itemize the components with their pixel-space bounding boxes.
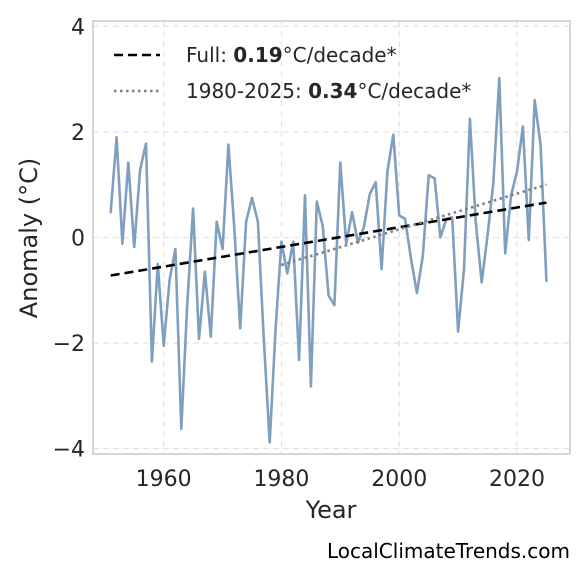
y-tick-label: 2	[71, 121, 85, 146]
grid-lines	[93, 21, 570, 454]
tick-labels: 1960 1980 2000 2020 −4 −2 0 2 4	[53, 15, 545, 492]
site-credit: LocalClimateTrends.com	[327, 539, 570, 563]
y-axis-label: Anomaly (°C)	[15, 158, 43, 318]
x-tick-label: 1980	[253, 467, 309, 492]
x-tick-label: 2020	[489, 467, 545, 492]
legend-full-suffix: °C/decade*	[283, 43, 397, 67]
recent-trend-series-line	[281, 183, 547, 267]
y-tick-label: −2	[53, 332, 85, 357]
full-trend-series-line	[110, 201, 547, 277]
observed-series-line	[109, 76, 548, 444]
plot-frame	[92, 20, 571, 455]
y-tick-label: −4	[53, 438, 85, 463]
data-marks	[109, 76, 548, 444]
y-tick-label: 4	[71, 15, 85, 40]
legend-recent-prefix: 1980-2025:	[186, 79, 308, 103]
x-tick-label: 2000	[371, 467, 427, 492]
x-axis-label: Year	[305, 496, 357, 524]
legend-full-label: Full: 0.19°C/decade*	[186, 43, 397, 67]
legend-recent-value: 0.34	[308, 79, 357, 103]
legend-full-prefix: Full:	[186, 43, 233, 67]
legend-recent-suffix: °C/decade*	[357, 79, 471, 103]
legend-full-value: 0.19	[233, 43, 282, 67]
legend: Full: 0.19°C/decade* 1980-2025: 0.34°C/d…	[114, 43, 471, 103]
x-tick-label: 1960	[136, 467, 192, 492]
legend-recent-label: 1980-2025: 0.34°C/decade*	[186, 79, 471, 103]
y-tick-label: 0	[71, 227, 85, 252]
